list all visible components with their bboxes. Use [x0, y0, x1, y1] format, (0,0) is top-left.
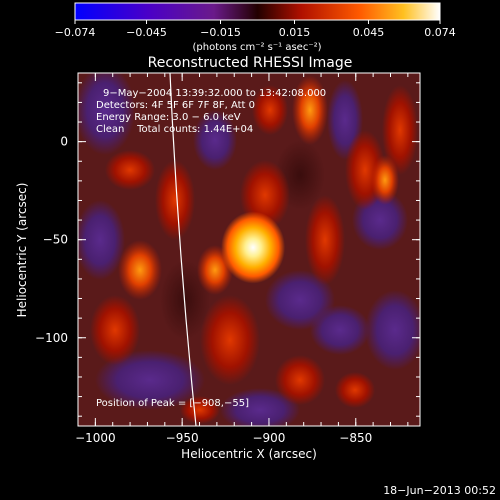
- x-tick-label: −950: [166, 431, 199, 445]
- chart-title: Reconstructed RHESSI Image: [148, 55, 353, 71]
- y-axis-ticks: 0 −50 −100: [35, 82, 420, 417]
- timestamp: 18−Jun−2013 00:52: [383, 484, 496, 497]
- annotation-detectors: Detectors: 4F 5F 6F 7F 8F, Att 0: [96, 100, 255, 111]
- colorbar-tick-label: 0.015: [279, 26, 311, 39]
- x-tick-label: −900: [252, 431, 285, 445]
- plot-frame: [77, 72, 421, 427]
- x-axis-label: Heliocentric X (arcsec): [181, 447, 317, 461]
- annotation-peak-position: Position of Peak = [−908,−55]: [96, 398, 249, 409]
- colorbar-tick-label: 0.045: [353, 26, 385, 39]
- y-tick-label: −100: [35, 331, 68, 345]
- colorbar-tick-label: −0.015: [200, 26, 241, 39]
- x-tick-label: −1000: [75, 431, 116, 445]
- annotation-method-counts: Clean Total counts: 1.44E+04: [96, 124, 253, 135]
- y-tick-label: −50: [43, 233, 68, 247]
- solar-limb-line: [169, 73, 197, 426]
- x-axis-ticks: −1000 −950 −900 −850: [75, 73, 409, 445]
- colorbar-ticks: −0.074 −0.045 −0.015 0.015 0.045 0.074: [55, 20, 456, 39]
- colorbar-tick-label: 0.074: [424, 26, 456, 39]
- colorbar-tick-label: −0.074: [55, 26, 96, 39]
- image-field: [78, 73, 420, 426]
- colorbar-units-label: (photons cm⁻² s⁻¹ asec⁻²): [192, 42, 321, 53]
- y-tick-label: 0: [60, 135, 68, 149]
- colorbar-tick-label: −0.045: [126, 26, 167, 39]
- annotation-time-range: 9−May−2004 13:39:32.000 to 13:42:08.000: [103, 88, 326, 99]
- y-axis-label: Heliocentric Y (arcsec): [15, 183, 29, 318]
- annotation-energy-range: Energy Range: 3.0 − 6.0 keV: [96, 112, 241, 123]
- colorbar: [74, 2, 441, 21]
- peak-blob: [221, 211, 286, 284]
- x-tick-label: −850: [339, 431, 372, 445]
